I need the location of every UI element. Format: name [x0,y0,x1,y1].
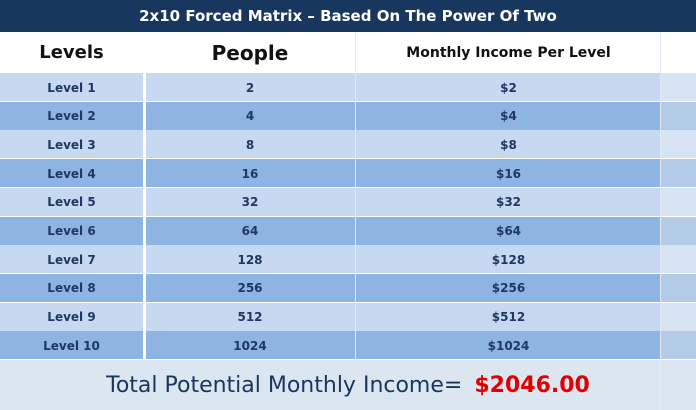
table-cell: Level 4 [47,166,96,181]
table-cell: 16 [241,166,259,181]
table-cell: $4 [500,109,517,124]
row-divider [0,330,696,332]
title-bar: 2x10 Forced Matrix – Based On The Power … [0,0,696,32]
table-cell: $512 [491,310,526,325]
table-row: Level 9 512 $512 [0,302,696,332]
table-row: Level 8 256 $256 [0,273,696,303]
table-cell: $1024 [487,338,530,353]
row-divider [0,158,696,160]
row-edge [660,159,696,189]
table-row: Level 1 2 $2 [0,73,696,102]
table-cell: $2 [500,80,517,95]
table-row: Level 6 64 $64 [0,216,696,246]
table-row: Level 2 4 $4 [0,101,696,131]
table-cell: 128 [237,252,263,267]
row-divider [0,187,696,189]
row-divider [0,301,696,303]
row-edge [660,130,696,160]
table-cell: Level 7 [47,252,96,267]
table-row: Level 4 16 $16 [0,159,696,189]
column-divider [660,32,661,410]
row-edge [660,331,696,361]
table-cell: $128 [491,252,526,267]
table-cell: 256 [237,281,263,296]
table-row: Level 7 128 $128 [0,245,696,275]
table-cell: 32 [241,195,259,210]
row-edge [660,245,696,275]
table-cell: Level 9 [47,310,96,325]
column-divider [143,32,146,360]
table-cell: $8 [500,137,517,152]
total-label: Total Potential Monthly Income= [106,372,463,398]
header-cell: Levels [39,42,104,63]
row-edge [660,216,696,246]
total-value: $2046.00 [474,372,590,398]
table-cell: Level 6 [47,224,96,238]
row-edge [660,273,696,303]
header-cell: People [211,40,289,65]
table-cell: Level 8 [47,281,96,296]
column-divider [355,32,356,360]
table-cell: $64 [495,224,522,238]
table-row: Level 5 32 $32 [0,187,696,217]
table-cell: $256 [491,281,526,296]
row-edge [660,187,696,217]
table-cell: $32 [495,195,522,210]
table-row: Level 3 8 $8 [0,130,696,160]
row-edge [660,73,696,102]
table-cell: $16 [495,166,522,181]
row-divider [0,129,696,131]
table-cell: 4 [245,109,255,124]
row-divider [0,359,696,361]
table-cell: 1024 [233,338,267,353]
row-edge [660,302,696,332]
row-edge [660,101,696,131]
table-row: Level 10 1024 $1024 [0,331,696,361]
row-divider [0,273,696,275]
table-cell: Level 1 [47,80,96,95]
table-cell: 8 [245,137,255,152]
table-cell: Level 5 [47,195,96,210]
table-cell: 512 [237,310,263,325]
title: 2x10 Forced Matrix – Based On The Power … [139,7,557,25]
row-divider [0,101,696,102]
table-cell: Level 3 [47,137,96,152]
table-cell: Level 10 [43,338,100,353]
table-cell: Level 2 [47,109,96,124]
total-row: Total Potential Monthly Income= $2046.00 [0,360,696,410]
row-divider [0,215,696,217]
table-header: Levels People Monthly Income Per Level [0,32,696,73]
table-cell: 2 [245,80,255,95]
row-divider [0,244,696,246]
header-cell: Monthly Income Per Level [406,44,611,61]
table-cell: 64 [241,224,259,238]
